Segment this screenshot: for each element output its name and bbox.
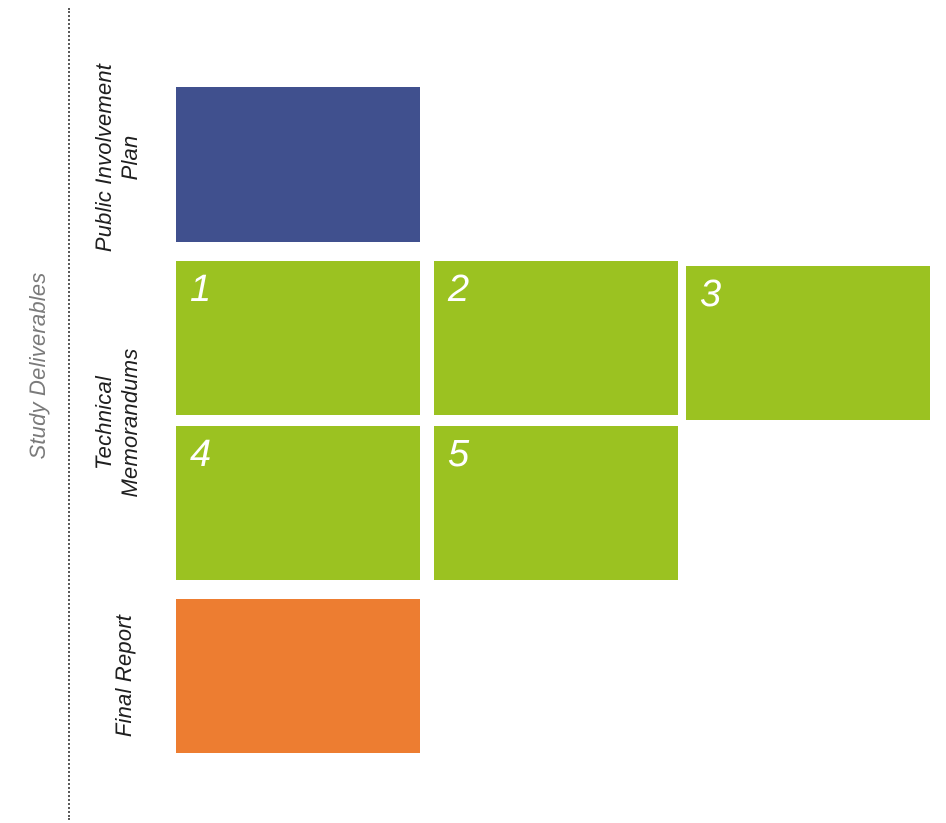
memorandum-number: 3 — [700, 273, 722, 315]
technical-memorandum-box-4: 4 — [176, 426, 420, 580]
memorandum-number: 2 — [448, 268, 470, 310]
main-label: Study Deliverables — [25, 272, 50, 460]
public-involvement-plan-box — [176, 87, 420, 242]
memorandum-number: 5 — [448, 433, 470, 475]
row-label-public-involvement-plan: Public Involvement Plan — [91, 63, 142, 253]
row-label-technical-memorandums: Technical Memorandums — [91, 348, 142, 498]
technical-memorandum-box-5: 5 — [434, 426, 678, 580]
technical-memorandum-box-3: 3 — [686, 266, 930, 420]
memorandum-number: 1 — [190, 268, 212, 310]
row-label-final-report: Final Report — [111, 614, 136, 738]
technical-memorandum-box-1: 1 — [176, 261, 420, 415]
technical-memorandum-box-2: 2 — [434, 261, 678, 415]
final-report-box — [176, 599, 420, 753]
memorandum-number: 4 — [190, 433, 212, 475]
dotted-divider — [68, 8, 70, 820]
